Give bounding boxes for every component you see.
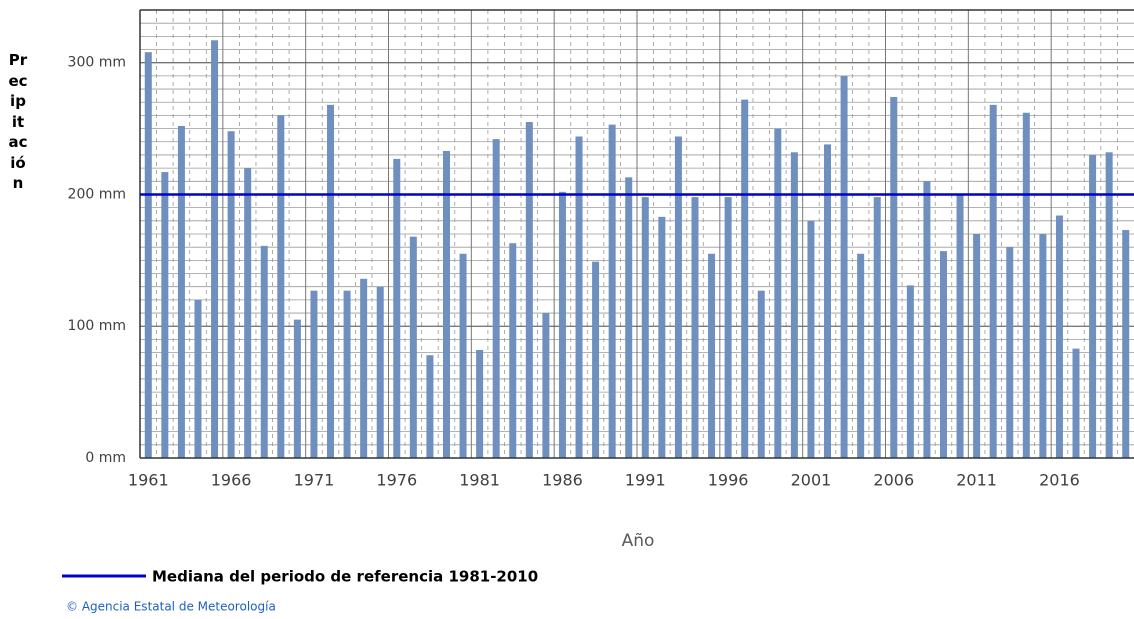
- bar: [393, 158, 401, 459]
- bar: [293, 319, 301, 458]
- x-axis-label: Año: [622, 531, 655, 551]
- bar: [757, 290, 765, 458]
- bar: [956, 194, 964, 458]
- x-tick-label: 1966: [211, 471, 252, 490]
- bar: [144, 52, 152, 459]
- bar: [807, 220, 815, 458]
- bar: [1089, 154, 1097, 459]
- y-tick-label: 100 mm: [68, 318, 126, 334]
- bar: [327, 104, 335, 458]
- bar: [1039, 234, 1047, 458]
- bar: [873, 197, 881, 458]
- bar: [177, 125, 185, 458]
- bar: [708, 253, 716, 458]
- bar: [1022, 112, 1030, 458]
- bar: [592, 261, 600, 458]
- bar: [691, 197, 699, 458]
- x-tick-label: 1976: [376, 471, 417, 490]
- bar: [674, 136, 682, 458]
- bar: [1122, 230, 1130, 458]
- bar: [1006, 247, 1014, 458]
- bar: [442, 150, 450, 459]
- x-tick-label: 2011: [956, 471, 997, 490]
- legend-label: Mediana del periodo de referencia 1981-2…: [152, 568, 538, 586]
- bar: [923, 181, 931, 458]
- bar: [939, 251, 947, 458]
- bar: [343, 290, 351, 458]
- bar: [161, 172, 169, 458]
- bar: [227, 131, 235, 459]
- bar: [558, 191, 566, 458]
- bar: [658, 216, 666, 458]
- bar: [426, 355, 434, 458]
- bar: [741, 99, 749, 458]
- bar: [625, 177, 633, 458]
- bar: [542, 313, 550, 458]
- bar: [890, 96, 898, 458]
- x-tick-label: 1991: [625, 471, 666, 490]
- bar: [1072, 348, 1080, 458]
- bar: [476, 349, 484, 458]
- bar: [244, 168, 252, 458]
- bar: [608, 124, 616, 459]
- x-tick-label: 1996: [708, 471, 749, 490]
- x-tick-label: 1986: [542, 471, 583, 490]
- bar: [774, 128, 782, 458]
- source: © Agencia Estatal de Meteorología: [66, 600, 276, 614]
- bar: [360, 278, 368, 458]
- bar: [973, 234, 981, 458]
- bar: [310, 290, 318, 458]
- bar: [409, 236, 417, 458]
- y-axis-label: Precipitación: [8, 51, 28, 192]
- bar: [211, 40, 219, 459]
- bar: [989, 104, 997, 458]
- bar: [790, 152, 798, 458]
- bar: [840, 75, 848, 458]
- x-tick-label: 2006: [873, 471, 914, 490]
- bar: [376, 286, 384, 458]
- x-tick-label: 1981: [459, 471, 500, 490]
- x-tick-label: 1971: [294, 471, 335, 490]
- bar: [824, 144, 832, 458]
- bar: [492, 139, 500, 459]
- bar: [724, 197, 732, 458]
- x-tick-label: 2016: [1039, 471, 1080, 490]
- bar: [525, 122, 533, 458]
- bar: [641, 197, 649, 458]
- bar: [857, 253, 865, 458]
- bar: [459, 253, 467, 458]
- bar: [906, 285, 914, 458]
- bar: [1105, 152, 1113, 458]
- bar: [1055, 215, 1063, 458]
- x-tick-label: 2001: [791, 471, 832, 490]
- y-tick-label: 300 mm: [68, 55, 126, 71]
- bar: [509, 243, 517, 458]
- bar: [194, 299, 202, 458]
- x-tick-label: 1961: [128, 471, 169, 490]
- bar: [277, 115, 285, 458]
- bar: [575, 136, 583, 458]
- y-tick-label: 0 mm: [85, 450, 126, 466]
- bar: [260, 245, 268, 458]
- y-tick-label: 200 mm: [68, 186, 126, 202]
